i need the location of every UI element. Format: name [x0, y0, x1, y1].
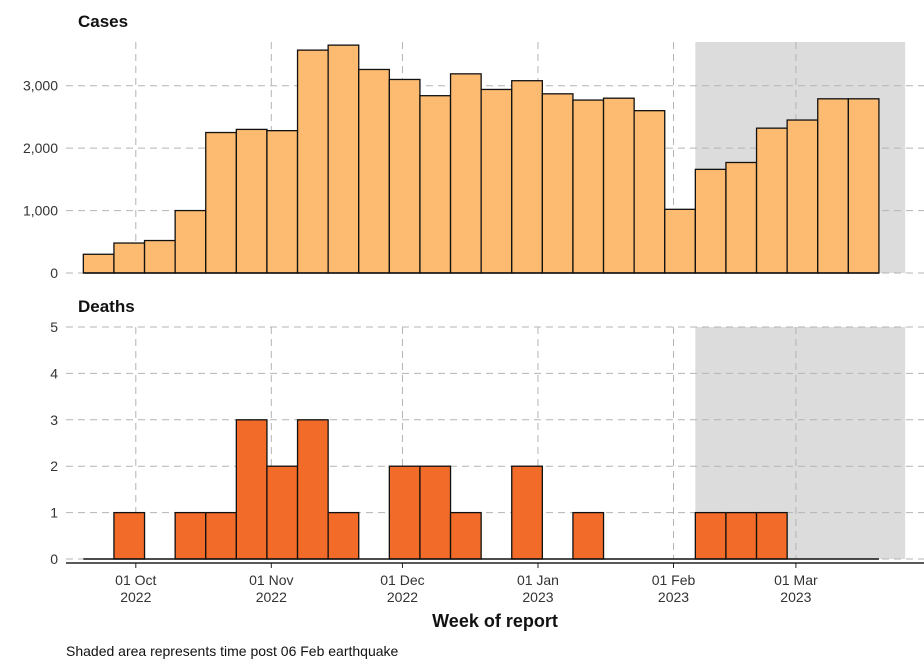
cases-bar: [480, 88, 513, 274]
cases-bar: [786, 119, 819, 274]
deaths-bar: [205, 511, 237, 560]
x-tick-label: 2023: [658, 589, 689, 605]
cases-bar: [143, 239, 176, 274]
y-tick-label: 3,000: [23, 78, 58, 94]
deaths-bar: [235, 419, 268, 560]
cases-bar: [694, 168, 727, 274]
deaths-bar: [572, 511, 605, 560]
deaths-bar: [266, 465, 299, 560]
x-tick-label: 2022: [256, 589, 287, 605]
deaths-bar: [388, 465, 421, 560]
deaths-bar: [725, 511, 758, 560]
cases-bar: [664, 208, 696, 274]
x-tick-label: 01 Oct: [115, 572, 156, 588]
y-tick-label: 1: [50, 505, 58, 521]
cases-bar: [419, 95, 452, 274]
deaths-bar: [419, 465, 452, 560]
x-axis-title: Week of report: [432, 611, 558, 631]
deaths-bar: [694, 511, 727, 560]
deaths-bar: [113, 511, 146, 560]
cases-bar: [633, 110, 666, 274]
deaths-bar: [449, 511, 482, 560]
x-tick-label: 2022: [387, 589, 418, 605]
deaths-bar: [511, 465, 543, 560]
cases-bar: [266, 130, 299, 274]
x-tick-label: 01 Feb: [652, 572, 696, 588]
cases-bar: [755, 127, 788, 274]
cases-bar: [602, 97, 635, 274]
y-tick-label: 1,000: [23, 203, 58, 219]
cases-bar: [327, 44, 360, 274]
cases-bar: [541, 93, 574, 274]
x-tick-label: 01 Nov: [249, 572, 293, 588]
chart-caption: Shaded area represents time post 06 Feb …: [66, 643, 399, 659]
x-tick-label: 2023: [780, 589, 811, 605]
panel-title-deaths: Deaths: [78, 297, 135, 316]
x-tick-label: 01 Mar: [774, 572, 818, 588]
deaths-bar: [174, 511, 207, 560]
cases-bar: [572, 99, 605, 274]
deaths-bar: [755, 511, 788, 560]
y-tick-label: 4: [50, 365, 58, 381]
x-tick-label: 01 Dec: [380, 572, 424, 588]
cases-bar: [205, 131, 237, 274]
x-tick-label: 2022: [120, 589, 151, 605]
x-tick-label: 2023: [522, 589, 553, 605]
cases-bar: [847, 98, 880, 274]
panel-title-cases: Cases: [78, 12, 128, 31]
deaths-bar: [327, 511, 360, 560]
cases-bar: [358, 68, 390, 274]
y-tick-label: 2,000: [23, 140, 58, 156]
y-tick-label: 0: [50, 551, 58, 567]
y-tick-label: 3: [50, 412, 58, 428]
y-tick-label: 5: [50, 319, 58, 335]
cases-bar: [449, 73, 482, 274]
cases-bar: [174, 209, 207, 274]
cases-bar: [113, 242, 146, 274]
cases-bar: [725, 161, 758, 274]
cases-bar: [388, 78, 421, 274]
cases-bar: [511, 80, 543, 274]
y-tick-label: 2: [50, 458, 58, 474]
y-tick-label: 0: [50, 265, 58, 281]
deaths-bar: [296, 419, 329, 560]
cases-bar: [296, 49, 329, 274]
cases-bar: [817, 98, 849, 274]
cases-bar: [82, 253, 115, 274]
x-tick-label: 01 Jan: [517, 572, 559, 588]
cases-bar: [235, 128, 268, 274]
